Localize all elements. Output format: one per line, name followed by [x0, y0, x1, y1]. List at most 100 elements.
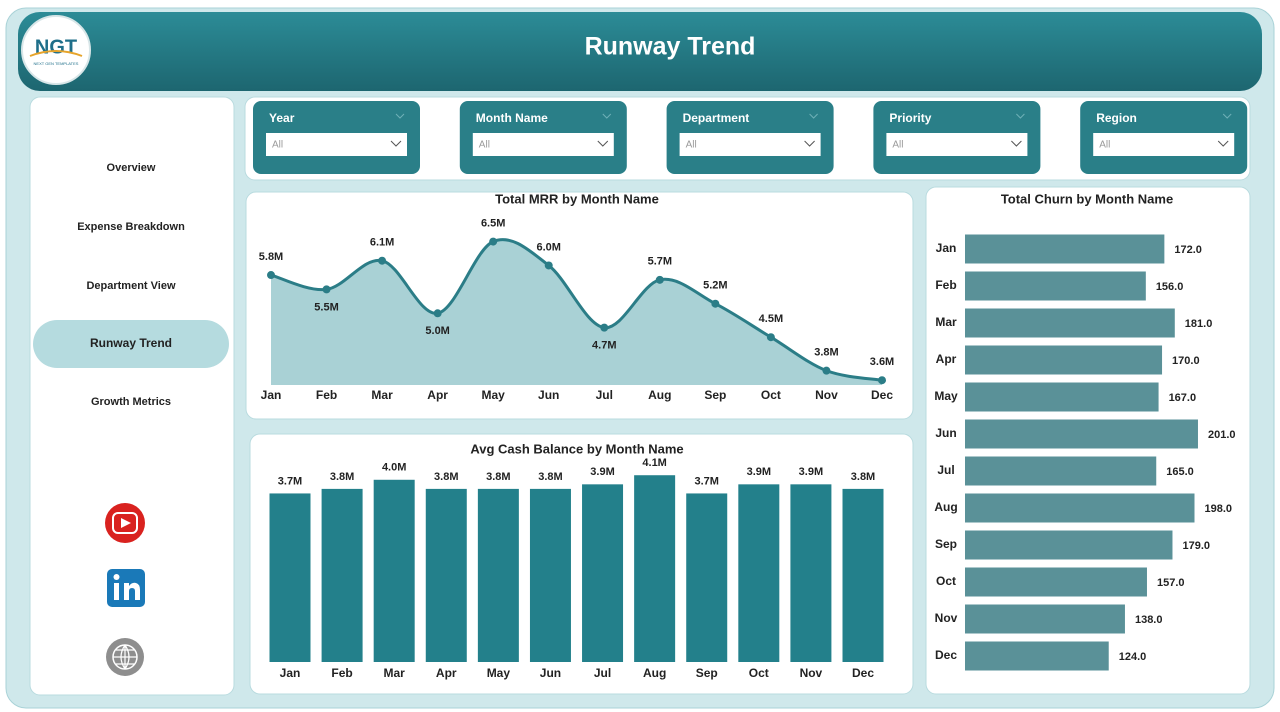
filter-dropdown[interactable]	[472, 133, 614, 156]
nav-item[interactable]: Runway Trend	[90, 336, 172, 350]
value-label: 3.7M	[278, 475, 302, 487]
filter-dropdown[interactable]	[886, 133, 1028, 156]
area	[271, 239, 882, 385]
nav-item[interactable]: Overview	[107, 162, 156, 174]
value-label: 5.2M	[703, 280, 727, 292]
filter-value: All	[686, 140, 697, 151]
x-tick-label: Jan	[261, 388, 282, 402]
nav-item[interactable]: Growth Metrics	[91, 396, 171, 408]
value-label: 3.7M	[694, 475, 718, 487]
point	[600, 323, 609, 332]
value-label: 156.0	[1156, 281, 1184, 293]
chart-title: Total Churn by Month Name	[1001, 191, 1173, 206]
nav-item[interactable]: Expense Breakdown	[77, 221, 185, 233]
value-label: 3.9M	[747, 466, 771, 478]
bar	[965, 456, 1157, 486]
x-tick-label: Aug	[643, 666, 666, 680]
bar	[842, 488, 884, 662]
filter-label: Region	[1096, 111, 1137, 125]
chart-title: Avg Cash Balance by Month Name	[470, 441, 683, 456]
x-tick-label: Jan	[280, 666, 301, 680]
header-bar	[18, 12, 1262, 91]
nav-item[interactable]: Department View	[86, 280, 175, 292]
value-label: 6.1M	[370, 237, 394, 249]
dropdown-arrow	[597, 140, 609, 147]
filter-label: Month Name	[476, 111, 548, 125]
y-tick-label: Sep	[935, 537, 957, 551]
x-tick-label: May	[482, 388, 506, 402]
linkedin-dot	[113, 574, 120, 580]
y-tick-label: May	[934, 389, 958, 403]
logo-text: NGT	[35, 36, 77, 58]
value-label: 5.8M	[259, 251, 283, 263]
point	[544, 261, 553, 270]
point	[267, 271, 275, 280]
filter-dropdown[interactable]	[1093, 133, 1235, 156]
bar	[790, 484, 832, 662]
bar	[965, 493, 1195, 523]
x-tick-label: Oct	[761, 388, 781, 402]
x-tick-label: Dec	[852, 666, 874, 680]
filter-eraser	[602, 113, 612, 119]
bar	[965, 382, 1159, 412]
y-tick-label: Jan	[936, 241, 957, 255]
x-tick-label: May	[487, 666, 511, 680]
value-label: 172.0	[1174, 244, 1202, 256]
filter-value: All	[479, 140, 490, 151]
bar	[965, 345, 1163, 375]
point	[711, 299, 720, 308]
value-label: 6.5M	[481, 217, 505, 229]
bar	[965, 567, 1147, 597]
logo-tagline: NEXT GEN TEMPLATES	[34, 61, 79, 66]
sidebar	[29, 96, 235, 696]
value-label: 165.0	[1166, 466, 1194, 478]
filters: Year All Month Name All Department All Priorit…	[253, 101, 1248, 174]
value-label: 3.9M	[799, 466, 823, 478]
nav-selected	[33, 320, 229, 368]
value-label: 3.8M	[486, 471, 510, 483]
x-tick-label: Feb	[316, 388, 337, 402]
nav: Overview Expense Breakdown Department View…	[33, 162, 229, 408]
x-tick-label: Feb	[331, 666, 352, 680]
point	[766, 333, 775, 342]
y-tick-label: Jul	[937, 463, 954, 477]
y-tick-label: Aug	[934, 500, 957, 514]
bar	[373, 479, 415, 662]
x-tick-label: Jul	[596, 388, 613, 402]
filter-dropdown[interactable]	[679, 133, 821, 156]
filter-label: Priority	[889, 111, 931, 125]
filter-dropdown[interactable]	[266, 133, 407, 156]
value-label: 3.9M	[590, 466, 614, 478]
value-label: 4.7M	[592, 340, 616, 352]
bar	[529, 488, 571, 662]
dropdown-arrow	[1011, 140, 1022, 147]
value-label: 167.0	[1169, 392, 1197, 404]
dropdown-arrow	[390, 140, 402, 147]
x-tick-label: Jun	[538, 388, 559, 402]
value-label: 3.6M	[870, 356, 894, 368]
linkedin-n	[124, 582, 140, 600]
x-tick-label: Nov	[800, 666, 823, 680]
linkedin-glyph	[114, 583, 119, 600]
logo-swoosh	[29, 50, 83, 57]
bar	[965, 308, 1175, 338]
value-label: 5.0M	[425, 325, 449, 337]
value-label: 157.0	[1157, 577, 1185, 589]
x-tick-label: Mar	[384, 666, 406, 680]
youtube-glyph	[112, 512, 138, 534]
filter-eraser	[809, 113, 818, 119]
value-label: 170.0	[1172, 355, 1200, 367]
bar	[321, 488, 363, 662]
value-label: 124.0	[1119, 651, 1147, 663]
filter-value: All	[1099, 140, 1110, 151]
bar	[582, 484, 624, 662]
point	[433, 309, 442, 318]
filter-value: All	[892, 140, 903, 151]
bar	[269, 493, 311, 662]
y-tick-label: Feb	[935, 278, 956, 292]
value-label: 198.0	[1205, 503, 1233, 515]
bar	[965, 234, 1165, 264]
filter-eraser	[395, 113, 405, 119]
value-label: 5.7M	[648, 256, 672, 268]
